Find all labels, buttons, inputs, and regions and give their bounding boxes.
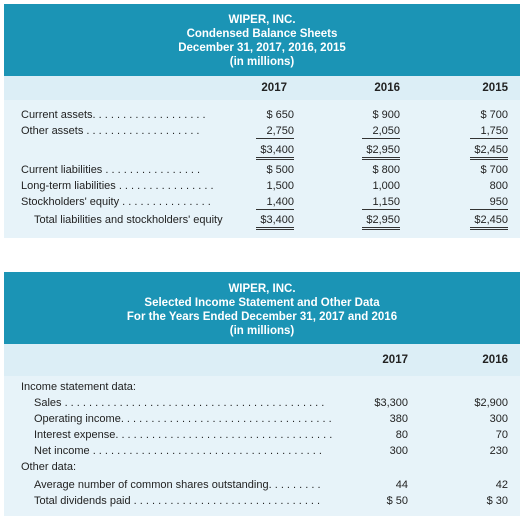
table-row: Operating income. . . . . . . . . . . . … (4, 412, 520, 426)
statement-dates: December 31, 2017, 2016, 2015 (178, 42, 346, 54)
column-header: 2017 (261, 82, 287, 94)
column-header-row: 2017 2016 2015 (4, 76, 520, 100)
balance-sheet-body: Current assets. . . . . . . . . . . . . … (4, 100, 520, 238)
table-row-total: Total liabilities and stockholders' equi… (4, 213, 520, 230)
table-row: Sales . . . . . . . . . . . . . . . . . … (4, 396, 520, 410)
table-row: Other assets . . . . . . . . . . . . . .… (4, 124, 520, 139)
cell-value: $2,450 (470, 143, 508, 160)
table-row: Current assets. . . . . . . . . . . . . … (4, 108, 520, 122)
cell-value: $ 700 (480, 109, 508, 121)
row-label: Current liabilities . . . . . . . . . . … (21, 164, 201, 176)
cell-value: $ 700 (480, 164, 508, 176)
table-row: Interest expense. . . . . . . . . . . . … (4, 428, 520, 442)
cell-value: 380 (389, 413, 408, 425)
row-label: Total liabilities and stockholders' equi… (34, 214, 223, 226)
cell-value: 1,150 (362, 195, 400, 210)
row-label: Average number of common shares outstand… (34, 479, 321, 491)
statement-units: (in millions) (229, 56, 295, 68)
income-statement-body: Income statement data: Sales . . . . . .… (4, 376, 520, 516)
cell-value: $ 50 (386, 495, 408, 507)
cell-value: $2,950 (362, 213, 400, 230)
cell-value: 42 (495, 479, 508, 491)
cell-value: 1,750 (470, 124, 508, 139)
row-label: Other assets . . . . . . . . . . . . . .… (21, 125, 200, 137)
section-label: Income statement data: (4, 380, 520, 394)
cell-value: 950 (470, 195, 508, 210)
column-header: 2016 (374, 82, 400, 94)
cell-value: 230 (489, 445, 508, 457)
income-statement-header: WIPER, INC. Selected Income Statement an… (4, 272, 520, 344)
section-label-text: Other data: (21, 461, 77, 473)
section-label: Other data: (4, 460, 520, 474)
statement-title: Condensed Balance Sheets (186, 28, 338, 40)
company-name: WIPER, INC. (228, 283, 296, 295)
cell-value: 80 (395, 429, 408, 441)
table-row: $3,400 $2,950 $2,450 (4, 143, 520, 160)
balance-sheet-header: WIPER, INC. Condensed Balance Sheets Dec… (4, 4, 520, 76)
row-label: Operating income. . . . . . . . . . . . … (34, 413, 332, 425)
column-header: 2017 (382, 354, 408, 366)
cell-value: 300 (389, 445, 408, 457)
row-label: Current assets. . . . . . . . . . . . . … (21, 109, 206, 121)
cell-value: $ 900 (372, 109, 400, 121)
column-header: 2015 (482, 82, 508, 94)
column-header-row: 2017 2016 (4, 344, 520, 376)
table-row: Net income . . . . . . . . . . . . . . .… (4, 444, 520, 458)
cell-value: $ 30 (486, 495, 508, 507)
row-label: Total dividends paid . . . . . . . . . .… (34, 495, 321, 507)
cell-value: 70 (495, 429, 508, 441)
column-header: 2016 (482, 354, 508, 366)
table-row: Current liabilities . . . . . . . . . . … (4, 163, 520, 177)
cell-value: $ 650 (266, 109, 294, 121)
cell-value: $3,400 (256, 213, 294, 230)
statement-title: Selected Income Statement and Other Data (144, 297, 380, 309)
row-label: Net income . . . . . . . . . . . . . . .… (34, 445, 322, 457)
statement-dates: For the Years Ended December 31, 2017 an… (126, 311, 398, 323)
cell-value: 2,050 (362, 124, 400, 139)
cell-value: 1,400 (256, 195, 294, 210)
table-row: Long-term liabilities . . . . . . . . . … (4, 179, 520, 193)
row-label: Interest expense. . . . . . . . . . . . … (34, 429, 333, 441)
cell-value: $2,900 (474, 397, 508, 409)
cell-value: $3,300 (374, 397, 408, 409)
cell-value: 44 (395, 479, 408, 491)
cell-value: 1,000 (372, 180, 400, 192)
table-row: Total dividends paid . . . . . . . . . .… (4, 494, 520, 508)
row-label: Stockholders' equity . . . . . . . . . .… (21, 196, 211, 208)
cell-value: $ 500 (266, 164, 294, 176)
table-row: Stockholders' equity . . . . . . . . . .… (4, 195, 520, 210)
cell-value: $2,950 (362, 143, 400, 160)
section-label-text: Income statement data: (21, 381, 136, 393)
cell-value: $ 800 (372, 164, 400, 176)
row-label: Sales . . . . . . . . . . . . . . . . . … (34, 397, 325, 409)
cell-value: 1,500 (266, 180, 294, 192)
cell-value: $3,400 (256, 143, 294, 160)
cell-value: 800 (489, 180, 508, 192)
cell-value: $2,450 (470, 213, 508, 230)
balance-sheet-panel: WIPER, INC. Condensed Balance Sheets Dec… (4, 4, 520, 238)
statement-units: (in millions) (229, 325, 295, 337)
table-row: Average number of common shares outstand… (4, 478, 520, 492)
company-name: WIPER, INC. (228, 14, 296, 26)
cell-value: 300 (489, 413, 508, 425)
row-label: Long-term liabilities . . . . . . . . . … (21, 180, 214, 192)
income-statement-panel: WIPER, INC. Selected Income Statement an… (4, 272, 520, 516)
cell-value: 2,750 (256, 124, 294, 139)
